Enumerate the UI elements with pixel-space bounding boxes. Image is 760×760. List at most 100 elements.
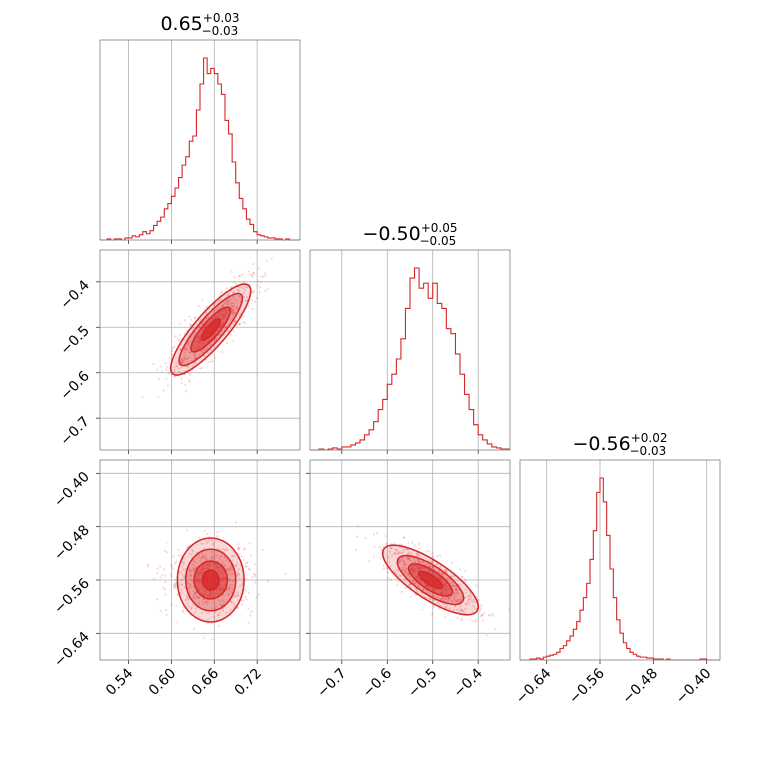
sample-point — [448, 598, 451, 601]
sample-point — [180, 361, 183, 364]
sample-point — [165, 551, 169, 554]
sample-point — [164, 608, 167, 612]
sample-point — [444, 616, 447, 619]
sample-point — [233, 605, 236, 608]
sample-point — [234, 521, 238, 524]
sample-point — [174, 582, 178, 585]
sample-point — [402, 563, 405, 566]
sample-point — [190, 574, 193, 577]
sample-point — [164, 574, 167, 577]
sample-point — [427, 564, 430, 567]
sample-point — [231, 559, 234, 562]
sample-point — [477, 598, 480, 602]
sample-point — [460, 608, 463, 611]
sample-point — [183, 576, 186, 579]
sample-point — [406, 557, 409, 560]
sample-point — [205, 600, 208, 603]
sample-point — [229, 609, 232, 612]
sample-point — [437, 595, 440, 598]
sample-point — [213, 339, 217, 342]
sample-point — [244, 589, 247, 592]
sample-point — [452, 598, 456, 601]
sample-point — [184, 390, 188, 393]
sample-point — [398, 552, 401, 555]
sample-point — [463, 578, 467, 581]
sample-point — [231, 302, 235, 305]
sample-point — [227, 300, 230, 303]
sample-point — [188, 351, 192, 354]
sample-point — [229, 286, 232, 289]
sample-point — [491, 614, 495, 617]
sample-point — [242, 558, 245, 562]
sample-point — [243, 547, 246, 550]
sample-point — [186, 357, 189, 361]
sample-point — [202, 542, 205, 545]
sample-point — [417, 542, 421, 545]
sample-point — [184, 346, 187, 349]
sample-point — [230, 601, 234, 604]
sample-point — [458, 583, 461, 586]
sample-point — [245, 299, 248, 303]
sample-point — [393, 552, 396, 555]
sample-point — [479, 615, 482, 618]
sample-point — [458, 610, 461, 613]
sample-point — [235, 571, 239, 574]
sample-point — [190, 606, 193, 609]
sample-point — [382, 567, 385, 570]
sample-point — [469, 594, 472, 597]
sample-point — [224, 303, 227, 306]
sample-point — [396, 569, 399, 572]
sample-point — [475, 619, 478, 622]
sample-point — [177, 367, 180, 370]
sample-point — [181, 609, 185, 612]
sample-point — [202, 320, 205, 324]
sample-point — [178, 584, 181, 587]
sample-point — [445, 578, 449, 581]
sample-point — [482, 612, 486, 615]
sample-point — [156, 571, 159, 574]
sample-point — [385, 543, 389, 546]
sample-point — [174, 584, 177, 587]
sample-point — [239, 584, 242, 587]
sample-point — [237, 548, 241, 551]
sample-point — [234, 554, 237, 557]
sample-point — [450, 561, 454, 565]
sample-point — [213, 356, 217, 359]
x-tick-label: −0.4 — [451, 665, 486, 700]
sample-point — [387, 571, 390, 574]
sample-point — [429, 598, 432, 601]
sample-point — [403, 572, 406, 575]
contour-line-level-3 — [193, 560, 229, 600]
sample-point — [195, 596, 198, 599]
sample-point — [245, 562, 248, 565]
sample-point — [390, 547, 393, 550]
sample-point — [228, 568, 231, 571]
sample-point — [170, 603, 173, 607]
sample-point — [219, 603, 222, 607]
sample-point — [452, 609, 455, 612]
sample-point — [190, 607, 193, 610]
sample-point — [233, 311, 236, 315]
sample-point — [211, 638, 214, 641]
sample-point — [232, 314, 235, 317]
sample-point — [236, 573, 239, 576]
sample-point — [245, 565, 248, 568]
sample-point — [222, 564, 226, 567]
sample-point — [226, 568, 229, 571]
sample-point — [211, 360, 214, 363]
sample-point — [171, 567, 174, 570]
sample-point — [228, 579, 231, 582]
sample-point — [231, 309, 234, 312]
sample-point — [165, 377, 168, 380]
sample-point — [180, 554, 183, 557]
sample-point — [189, 568, 192, 572]
sample-point — [409, 559, 412, 562]
sample-point — [232, 312, 235, 315]
sample-point — [494, 628, 497, 631]
sample-point — [474, 620, 477, 623]
title-upper-error: +0.02 — [631, 431, 668, 445]
sample-point — [385, 566, 389, 570]
sample-point — [437, 570, 440, 573]
sample-point — [201, 299, 204, 302]
sample-point — [199, 559, 202, 562]
